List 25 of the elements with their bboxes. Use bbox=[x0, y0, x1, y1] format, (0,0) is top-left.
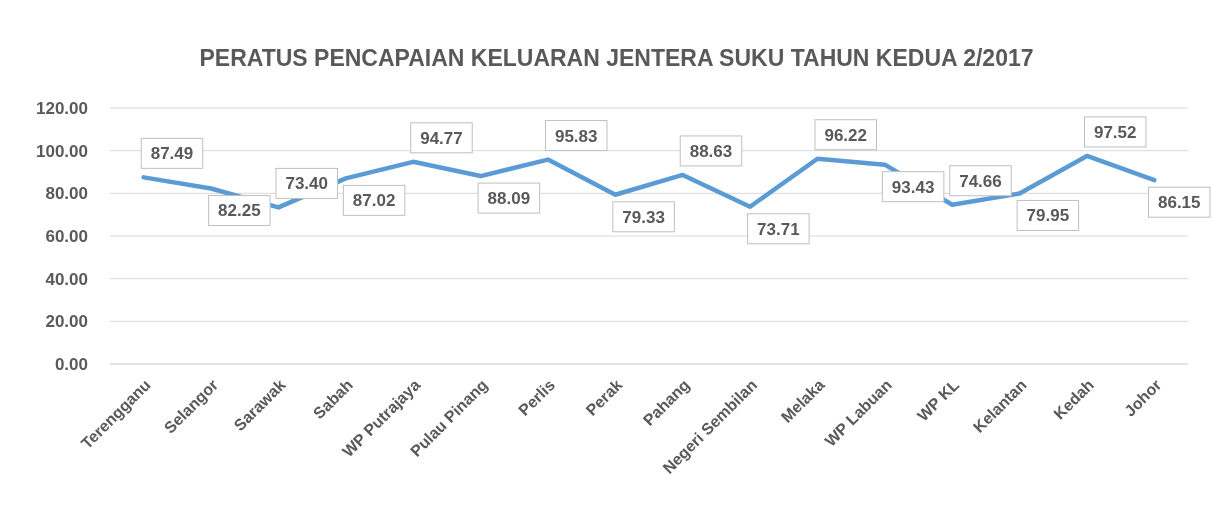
data-label: 82.25 bbox=[218, 201, 261, 221]
data-label: 94.77 bbox=[420, 128, 463, 148]
y-tick-label: 80.00 bbox=[45, 184, 88, 204]
chart-title: PERATUS PENCAPAIAN KELUARAN JENTERA SUKU TAHUN KEDUA 2/2017 bbox=[199, 45, 1034, 71]
data-label: 95.83 bbox=[554, 126, 598, 146]
data-label: 73.71 bbox=[757, 219, 800, 239]
data-label: 79.95 bbox=[1026, 206, 1070, 226]
data-label: 93.43 bbox=[891, 177, 935, 197]
y-tick-label: 0.00 bbox=[54, 354, 88, 374]
data-label: 79.33 bbox=[622, 207, 665, 227]
data-label: 87.49 bbox=[150, 144, 194, 164]
data-label: 87.02 bbox=[352, 191, 396, 211]
y-tick-label: 120.00 bbox=[36, 98, 88, 118]
y-tick-label: 100.00 bbox=[36, 141, 88, 161]
y-tick-label: 60.00 bbox=[45, 226, 88, 246]
data-label: 86.15 bbox=[1157, 193, 1201, 213]
data-label: 88.09 bbox=[487, 189, 531, 209]
x-tick-label: WP KL bbox=[914, 375, 963, 425]
data-label: 96.22 bbox=[824, 125, 868, 145]
y-tick-label: 20.00 bbox=[45, 312, 88, 332]
data-label: 73.40 bbox=[285, 174, 329, 194]
y-tick-label: 40.00 bbox=[45, 269, 88, 289]
data-label: 88.63 bbox=[689, 141, 733, 161]
data-label: 74.66 bbox=[959, 171, 1002, 191]
data-label: 97.52 bbox=[1093, 122, 1137, 142]
